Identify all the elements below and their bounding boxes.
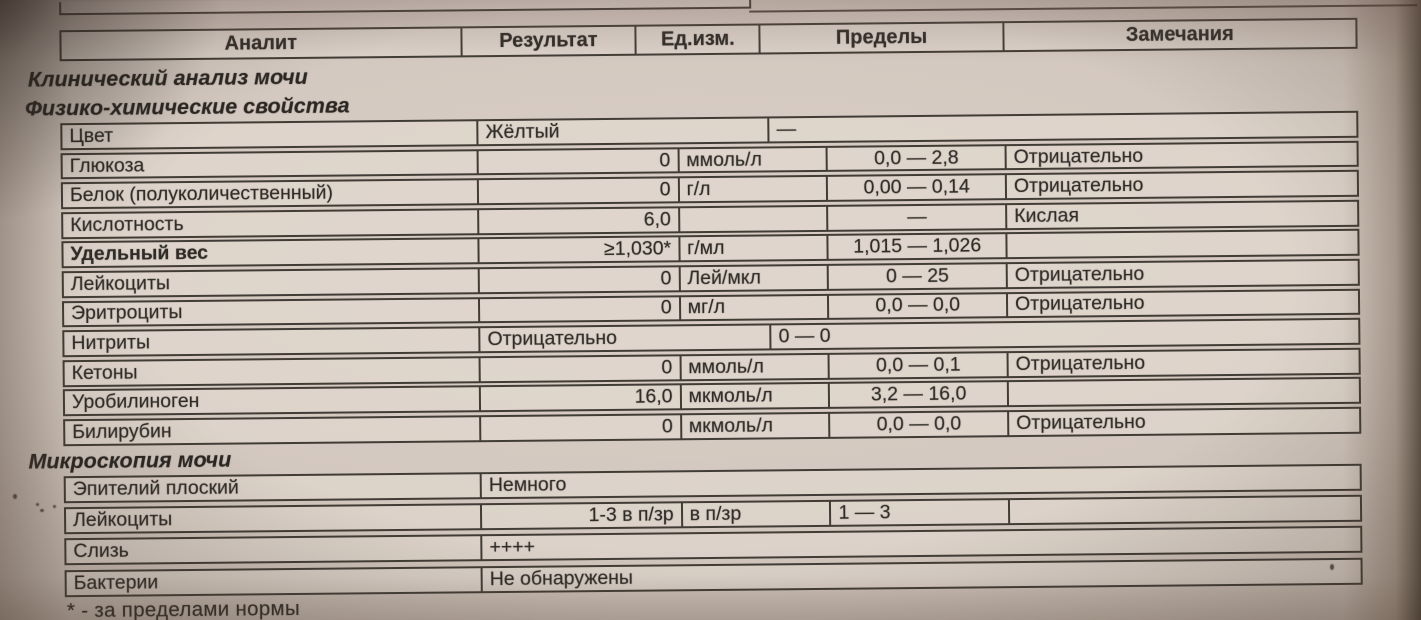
cell-limits: 1,015 — 1,026	[826, 234, 1006, 260]
cell-result: 0	[477, 267, 679, 292]
cell-units: Лей/мкл	[678, 265, 828, 291]
cell-limits: 0,0 — 0,1	[827, 352, 1007, 378]
cell-limits: —	[826, 204, 1006, 230]
cell-result: 0	[476, 178, 678, 204]
table-header-row: Аналит Результат Ед.изм. Пределы Замечан…	[59, 17, 1358, 62]
cell-remarks	[1007, 496, 1361, 524]
column-header-limits: Пределы	[758, 23, 1003, 53]
cell-label: Лейкоциты	[72, 508, 173, 532]
cell-units: мкмоль/л	[679, 413, 829, 439]
cell-units: г/мл	[678, 236, 828, 261]
cell-restwide: —	[767, 112, 1357, 142]
column-header-result: Результат	[459, 26, 635, 56]
page-rule-line	[749, 4, 1418, 13]
cell-remarks: Кислая	[1005, 201, 1358, 228]
column-header-units: Ед.изм.	[634, 25, 760, 54]
paper-speck	[1330, 564, 1334, 570]
cell-result: 0	[476, 148, 678, 174]
cell-result: 6,0	[477, 208, 678, 233]
cell-limits: 0,0 — 0,0	[828, 412, 1008, 437]
cell-result: 1-3 в п/зр	[480, 503, 681, 529]
cell-label: Уробилиноген	[71, 390, 200, 414]
section-title-microscopy: Микроскопия мочи	[28, 447, 232, 474]
cell-remarks: Отрицательно	[1005, 290, 1359, 317]
cell-restwide: 0 — 0	[769, 319, 1359, 349]
footnote: * - за пределами нормы	[66, 596, 301, 620]
column-header-analyte: Аналит	[224, 31, 298, 55]
cell-resultwide: Жёлтый	[476, 118, 768, 145]
cell-remarks: Отрицательно	[1005, 260, 1358, 287]
cell-result: 16,0	[478, 385, 680, 411]
cell-result: 0	[478, 356, 680, 381]
cell-remarks: Отрицательно	[1006, 349, 1359, 376]
cell-label: Слизь	[73, 539, 129, 563]
cell-label: Кислотность	[70, 212, 184, 236]
cell-label: Эритроциты	[70, 301, 183, 325]
cell-units: мг/л	[678, 295, 828, 320]
cell-resultwide: Отрицательно	[478, 325, 770, 352]
cell-limits: 0,00 — 0,14	[826, 175, 1006, 200]
cell-label: Бактерии	[73, 570, 159, 594]
cell-label: Нитриты	[71, 331, 151, 355]
microscopy-rows: Эпителий плоский Немного Лейкоциты 1-3 в п/…	[63, 463, 1363, 601]
paper-speck	[36, 503, 39, 506]
cell-limits: 3,2 — 16,0	[828, 382, 1008, 408]
paper-speck	[40, 509, 44, 512]
cell-fullrest: Немного	[479, 465, 1360, 498]
previous-table-edge	[59, 0, 752, 16]
cell-result: 0	[478, 296, 679, 322]
cell-label: Лейкоциты	[70, 272, 171, 296]
cell-fullrest: ++++	[480, 528, 1361, 560]
cell-result: 0	[479, 415, 680, 440]
cell-label: Глюкоза	[69, 153, 145, 177]
cell-limits: 0 — 25	[827, 264, 1006, 289]
cell-units: в п/зр	[680, 502, 830, 527]
cell-remarks: Отрицательно	[1004, 142, 1357, 169]
section-title-clinical-urinalysis: Клинический анализ мочи	[27, 64, 308, 92]
cell-remarks: Отрицательно	[1004, 171, 1357, 199]
paper-speck	[13, 494, 17, 499]
cell-label: Кетоны	[71, 361, 138, 384]
section-title-physicochemical: Физико-химические свойства	[25, 93, 350, 121]
cell-label: Цвет	[69, 124, 114, 148]
cell-remarks: Отрицательно	[1007, 408, 1360, 435]
cell-result: ≥1,030*	[477, 237, 679, 263]
cell-label: Удельный вес	[70, 242, 209, 266]
cell-units	[677, 206, 827, 231]
paper-speck	[53, 505, 56, 508]
cell-label: Эпителий плоский	[72, 476, 239, 501]
cell-remarks	[1006, 379, 1359, 406]
cell-units: мкмоль/л	[679, 384, 829, 409]
cell-units: ммоль/л	[677, 147, 827, 172]
column-header-remarks: Замечания	[1002, 19, 1356, 51]
cell-limits: 0,0 — 0,0	[827, 293, 1007, 319]
cell-limits: 0,0 — 2,8	[825, 145, 1005, 171]
cell-label: Билирубин	[72, 420, 172, 443]
cell-remarks	[1005, 231, 1358, 258]
cell-label: Белок (полуколичественный)	[69, 181, 334, 207]
cell-units: г/л	[677, 177, 827, 202]
physicochemical-rows: Цвет Жёлтый — Глюкоза 0 ммоль/л 0,0 — 2,8 Отриц…	[60, 110, 1362, 449]
cell-fullrest: Не обнаружены	[480, 559, 1361, 591]
cell-limits: 1 — 3	[829, 500, 1009, 526]
cell-units: ммоль/л	[679, 354, 829, 379]
